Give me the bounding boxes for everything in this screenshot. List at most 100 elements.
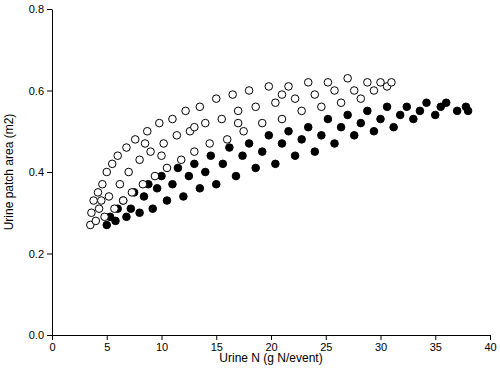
point xyxy=(108,160,116,168)
point xyxy=(265,132,273,140)
point xyxy=(377,115,385,123)
point xyxy=(344,74,352,82)
point xyxy=(196,103,204,111)
point xyxy=(103,168,111,176)
point xyxy=(141,140,149,148)
point xyxy=(136,156,144,164)
point xyxy=(158,152,166,160)
point xyxy=(311,91,319,99)
x-tick-label: 0 xyxy=(49,341,55,353)
x-tick-label: 5 xyxy=(104,341,110,353)
point xyxy=(265,83,273,91)
point xyxy=(160,140,168,148)
point xyxy=(278,140,286,148)
y-tick: 0.0 xyxy=(29,329,52,341)
point xyxy=(403,103,411,111)
point xyxy=(207,152,215,160)
y-axis-title: Urine patch area (m2) xyxy=(2,114,16,231)
point xyxy=(185,172,193,180)
x-tick: 10 xyxy=(156,335,168,353)
point xyxy=(229,91,237,99)
point xyxy=(364,79,372,87)
point xyxy=(191,123,199,131)
y-tick-mark xyxy=(47,91,52,92)
x-tick-mark xyxy=(52,335,53,340)
point xyxy=(252,103,260,111)
point xyxy=(234,119,242,127)
point xyxy=(191,160,199,168)
point xyxy=(304,123,312,131)
point xyxy=(344,111,352,119)
x-tick-mark xyxy=(107,335,108,340)
point xyxy=(180,193,188,201)
point xyxy=(163,197,171,205)
point xyxy=(212,180,220,188)
point xyxy=(97,197,105,205)
plot: 05101520253035400.00.20.40.60.8 xyxy=(29,3,497,353)
point xyxy=(234,107,242,115)
point xyxy=(143,127,151,135)
point xyxy=(169,180,177,188)
point xyxy=(223,136,231,144)
point xyxy=(177,156,185,164)
point xyxy=(252,164,260,172)
point xyxy=(173,132,181,140)
point xyxy=(131,136,139,144)
point xyxy=(88,209,96,217)
point xyxy=(119,197,127,205)
point xyxy=(206,140,214,148)
point xyxy=(149,205,157,213)
point xyxy=(245,140,253,148)
point xyxy=(272,160,280,168)
point xyxy=(318,103,326,111)
point xyxy=(219,160,227,168)
series xyxy=(103,99,472,229)
point xyxy=(410,115,418,123)
point xyxy=(191,148,199,156)
point xyxy=(90,197,98,205)
point xyxy=(147,148,155,156)
point xyxy=(139,180,147,188)
x-tick-mark xyxy=(435,335,436,340)
point xyxy=(112,217,120,225)
point xyxy=(383,103,391,111)
point xyxy=(416,107,424,115)
point xyxy=(364,107,372,115)
point xyxy=(240,127,248,135)
point xyxy=(337,123,345,131)
point xyxy=(370,127,378,135)
point xyxy=(156,119,164,127)
point xyxy=(111,205,119,213)
point xyxy=(119,197,127,205)
point xyxy=(337,99,345,107)
point xyxy=(370,87,378,95)
point xyxy=(212,95,220,103)
point xyxy=(140,193,148,201)
x-tick: 0 xyxy=(49,335,55,353)
point xyxy=(388,79,396,87)
series xyxy=(87,74,396,228)
point xyxy=(285,83,293,91)
point xyxy=(298,107,306,115)
point xyxy=(278,115,286,123)
point xyxy=(92,217,100,225)
y-tick-mark xyxy=(47,172,52,173)
point xyxy=(350,132,358,140)
x-tick: 30 xyxy=(375,335,387,353)
point xyxy=(125,168,133,176)
point xyxy=(196,185,204,193)
x-tick-label: 40 xyxy=(484,341,496,353)
point xyxy=(202,168,210,176)
point xyxy=(95,205,103,213)
x-tick-mark xyxy=(271,335,272,340)
y-tick-label: 0.2 xyxy=(29,248,44,260)
x-tick-mark xyxy=(381,335,382,340)
point xyxy=(396,111,404,119)
point xyxy=(318,132,326,140)
point xyxy=(350,87,358,95)
point xyxy=(331,140,339,148)
point xyxy=(324,79,332,87)
point xyxy=(291,95,299,103)
x-tick-label: 10 xyxy=(156,341,168,353)
point xyxy=(298,136,306,144)
